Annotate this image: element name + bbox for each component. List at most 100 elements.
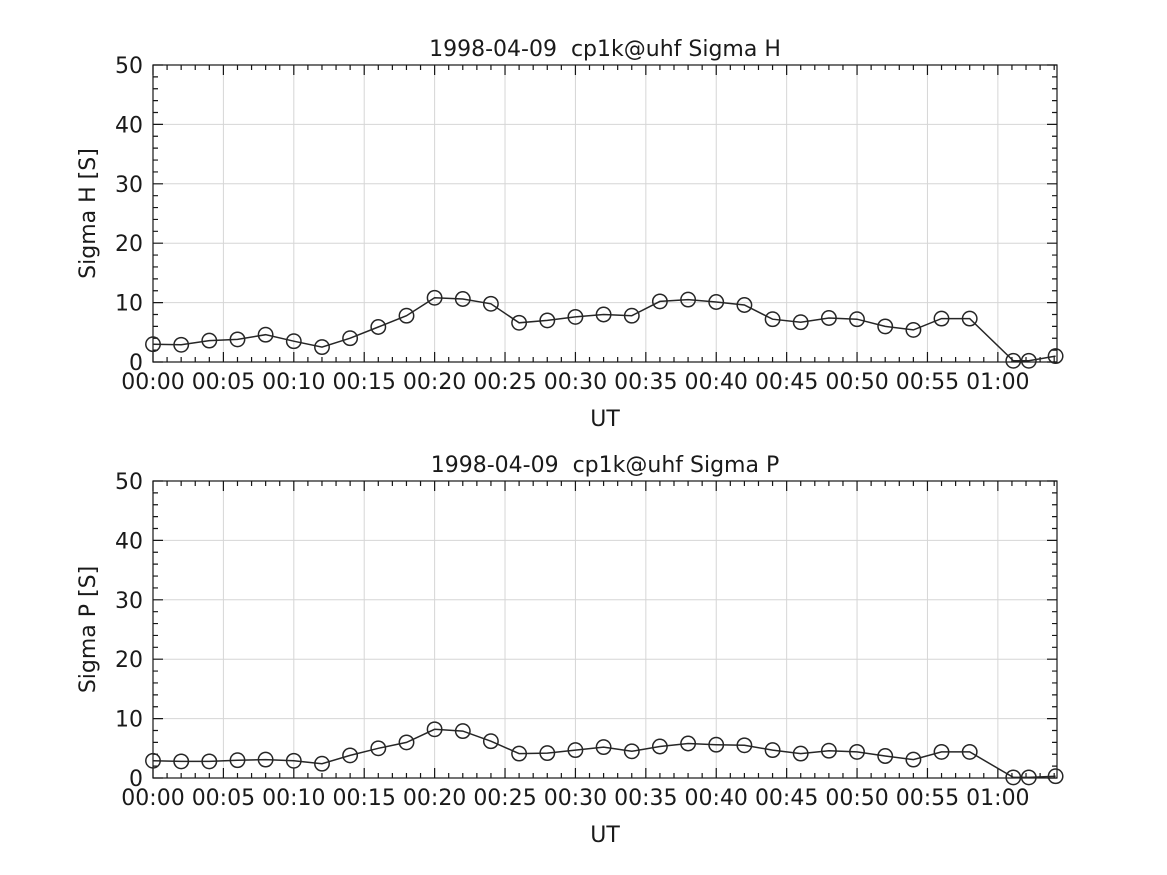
plot-border <box>152 480 1058 779</box>
data-point-marker <box>1047 348 1064 365</box>
x-tick-label: 00:15 <box>333 786 396 811</box>
data-point-marker <box>820 310 837 326</box>
data-point-marker <box>257 751 274 768</box>
x-tick-label: 00:10 <box>262 786 325 811</box>
y-tick-label: 30 <box>115 173 143 198</box>
data-point-marker <box>454 723 471 740</box>
data-point-marker <box>229 752 246 769</box>
y-tick-label: 10 <box>115 292 143 317</box>
data-point-marker <box>398 734 415 751</box>
grid-lines <box>153 481 1057 778</box>
data-point-marker <box>849 743 865 760</box>
data-point-marker <box>201 332 218 349</box>
data-point-marker <box>426 721 443 738</box>
data-point-marker <box>482 295 499 312</box>
x-tick-label: 00:20 <box>403 786 466 811</box>
grid-lines <box>153 65 1057 362</box>
x-tick-label: 00:25 <box>473 370 536 395</box>
sigma-p-chart: 1998-04-09 cp1k@uhf Sigma P Sigma P [S] … <box>76 453 1064 848</box>
plot-area: 00:00 00:05 00:10 00:15 00:20 00:25 00:30 00:35… <box>115 54 1064 395</box>
data-point-marker <box>736 737 753 754</box>
data-point-marker <box>595 739 612 756</box>
x-tick-label: 00:25 <box>473 786 536 811</box>
x-tick-label: 00:45 <box>755 370 818 395</box>
data-point-marker <box>595 306 612 323</box>
x-tick-label: 00:10 <box>262 370 325 395</box>
data-point-marker <box>849 311 865 328</box>
data-point-marker <box>792 314 809 331</box>
chart-title: 1998-04-09 cp1k@uhf Sigma H <box>429 37 781 62</box>
y-tick-label: 10 <box>115 708 143 733</box>
data-point-marker <box>511 745 528 762</box>
y-axis-label: Sigma H [S] <box>76 148 101 279</box>
x-tick-label: 00:05 <box>192 370 255 395</box>
data-point-marker <box>1020 352 1037 369</box>
y-tick-label: 0 <box>129 767 143 792</box>
data-point-marker <box>764 742 781 759</box>
y-tick-label: 50 <box>115 470 143 495</box>
data-point-marker <box>567 308 584 325</box>
x-tick-label: 00:00 <box>121 786 184 811</box>
data-point-marker <box>285 333 302 350</box>
data-point-marker <box>285 752 302 769</box>
data-point-marker <box>511 314 528 331</box>
data-point-marker <box>877 318 894 335</box>
data-point-marker <box>961 743 978 760</box>
x-tick-label: 01:00 <box>966 370 1029 395</box>
data-line <box>152 728 1056 779</box>
x-tick-label: 00:15 <box>333 370 396 395</box>
x-tick-label: 00:35 <box>614 370 677 395</box>
y-tick-label: 20 <box>115 648 143 673</box>
data-point-marker <box>651 738 668 755</box>
data-point-marker <box>342 330 359 347</box>
minor-tick-marks <box>153 65 1057 362</box>
x-tick-label: 00:45 <box>755 786 818 811</box>
data-point-marker <box>567 742 584 759</box>
data-point-marker <box>342 747 359 764</box>
data-point-marker <box>398 307 415 324</box>
y-tick-label: 40 <box>115 113 143 138</box>
data-point-marker <box>145 336 161 353</box>
data-point-marker <box>708 294 725 310</box>
data-point-marker <box>1005 769 1022 786</box>
x-tick-label: 00:30 <box>544 786 607 811</box>
data-point-marker <box>173 336 190 353</box>
data-point-marker <box>651 293 668 310</box>
x-axis-label: UT <box>590 407 620 432</box>
data-point-marker <box>314 755 330 772</box>
data-point-marker <box>1005 352 1022 369</box>
data-point-marker <box>623 307 640 324</box>
y-tick-label: 30 <box>115 589 143 614</box>
data-point-marker <box>1020 769 1037 786</box>
x-tick-label: 00:30 <box>544 370 607 395</box>
data-point-marker <box>454 291 471 307</box>
x-tick-label: 00:40 <box>685 370 748 395</box>
x-tick-label: 00:55 <box>896 786 959 811</box>
data-point-marker <box>877 748 894 764</box>
y-tick-label: 20 <box>115 232 143 257</box>
data-point-marker <box>201 753 218 770</box>
data-point-marker <box>905 751 922 768</box>
major-tick-marks <box>152 480 1057 779</box>
x-tick-label: 00:05 <box>192 786 255 811</box>
x-axis-label: UT <box>590 823 620 848</box>
data-point-marker <box>820 742 837 759</box>
data-point-marker <box>792 745 809 762</box>
y-tick-label: 50 <box>115 54 143 79</box>
x-tick-label: 00:00 <box>121 370 184 395</box>
data-point-marker <box>539 312 556 329</box>
x-tick-label: 00:50 <box>825 786 888 811</box>
y-axis-label: Sigma P [S] <box>76 566 101 693</box>
data-point-marker <box>680 735 697 752</box>
data-point-marker <box>482 733 499 750</box>
data-point-marker <box>905 321 922 338</box>
x-tick-label: 00:55 <box>896 370 959 395</box>
data-point-marker <box>370 319 387 335</box>
x-tick-label: 00:20 <box>403 370 466 395</box>
x-tick-label: 01:00 <box>966 786 1029 811</box>
data-point-marker <box>229 331 246 348</box>
data-point-marker <box>539 745 556 762</box>
data-point-marker <box>933 743 950 760</box>
